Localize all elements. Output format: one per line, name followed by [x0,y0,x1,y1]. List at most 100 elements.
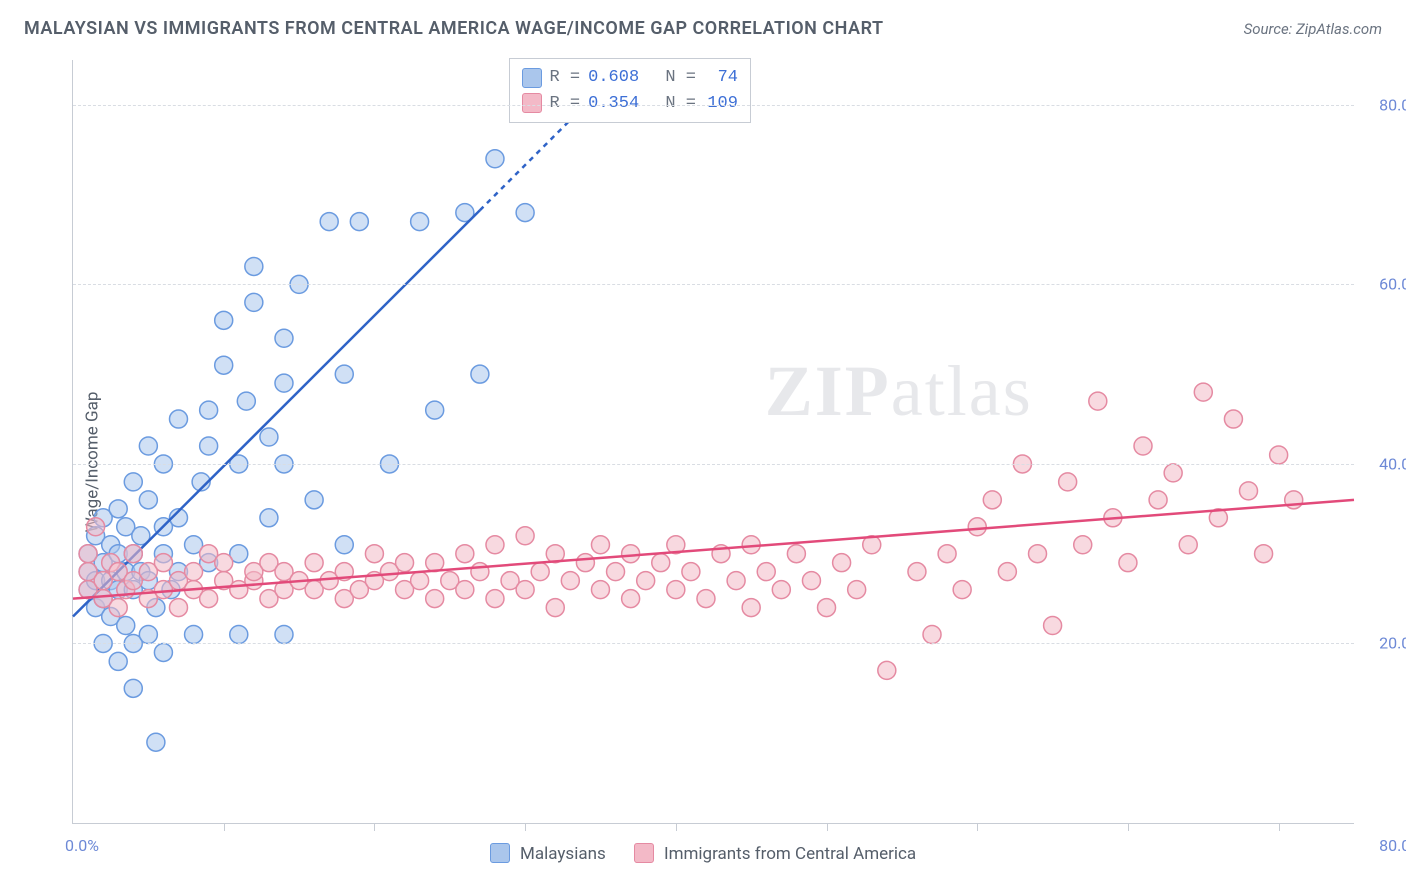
correlation-legend: R = 0.608 N = 74 R = 0.354 N = 109 [509,58,751,123]
data-point [486,150,504,168]
data-point [727,572,745,590]
data-point [154,554,172,572]
data-point [200,401,218,419]
data-point [426,590,444,608]
data-point [147,733,165,751]
data-point [1089,392,1107,410]
data-point [169,410,187,428]
data-point [245,257,263,275]
data-point [787,545,805,563]
data-point [486,590,504,608]
r-label: R = [550,65,581,91]
data-point [486,536,504,554]
data-point [1270,446,1288,464]
data-point [1240,482,1258,500]
data-point [1134,437,1152,455]
data-point [561,572,579,590]
title-bar: MALAYSIAN VS IMMIGRANTS FROM CENTRAL AME… [0,0,1406,45]
y-tick-label: 40.0% [1379,454,1406,473]
data-point [576,554,594,572]
n-value-malaysians: 74 [704,65,738,91]
data-point [245,293,263,311]
plot-area: ZIPatlas R = 0.608 N = 74 R = 0.354 N = … [72,60,1354,824]
legend-item-malaysians: Malaysians [490,843,606,864]
data-point [200,437,218,455]
data-point [591,581,609,599]
data-point [802,572,820,590]
data-point [109,500,127,518]
data-point [938,545,956,563]
data-point [185,625,203,643]
data-point [1074,536,1092,554]
data-point [1149,491,1167,509]
data-point [516,527,534,545]
legend-label-malaysians: Malaysians [520,844,606,864]
data-point [154,643,172,661]
data-point [516,581,534,599]
data-point [230,625,248,643]
data-point [607,563,625,581]
data-point [1059,473,1077,491]
swatch-central-america [522,93,542,113]
data-point [456,545,474,563]
legend-item-central-america: Immigrants from Central America [634,843,916,864]
data-point [305,554,323,572]
data-point [1255,545,1273,563]
data-point [998,563,1016,581]
r-label: R = [550,91,581,117]
data-point [546,599,564,617]
data-point [200,590,218,608]
series-legend: Malaysians Immigrants from Central Ameri… [24,843,1382,864]
data-point [591,536,609,554]
data-point [335,365,353,383]
data-point [742,599,760,617]
swatch-malaysians [522,68,542,88]
y-tick-label: 20.0% [1379,634,1406,653]
data-point [1194,383,1212,401]
data-point [79,545,97,563]
data-point [697,590,715,608]
data-point [471,563,489,581]
data-point [471,365,489,383]
data-point [1224,410,1242,428]
data-point [237,392,255,410]
data-point [923,625,941,643]
data-point [260,428,278,446]
data-point [117,617,135,635]
x-axis-max: 80.0% [1379,836,1406,855]
data-point [772,581,790,599]
data-point [531,563,549,581]
r-value-malaysians: 0.608 [588,65,639,91]
data-point [139,491,157,509]
data-point [682,563,700,581]
y-tick-label: 80.0% [1379,95,1406,114]
data-point [833,554,851,572]
source-attribution: Source: ZipAtlas.com [1244,20,1382,38]
data-point [109,599,127,617]
data-point [983,491,1001,509]
data-point [622,590,640,608]
data-point [260,509,278,527]
data-point [968,518,986,536]
data-point [953,581,971,599]
data-point [637,572,655,590]
data-point [1029,545,1047,563]
swatch-central-america-icon [634,843,654,863]
chart-title: MALAYSIAN VS IMMIGRANTS FROM CENTRAL AME… [24,18,884,39]
data-point [878,661,896,679]
data-point [411,213,429,231]
data-point [139,437,157,455]
data-point [275,329,293,347]
data-point [667,581,685,599]
scatter-svg [73,60,1354,823]
data-point [908,563,926,581]
n-label: N = [665,65,696,91]
n-value-central-america: 109 [704,91,738,117]
data-point [456,581,474,599]
n-label: N = [665,91,696,117]
data-point [215,356,233,374]
data-point [139,625,157,643]
data-point [622,545,640,563]
legend-label-central-america: Immigrants from Central America [664,844,916,864]
data-point [124,679,142,697]
